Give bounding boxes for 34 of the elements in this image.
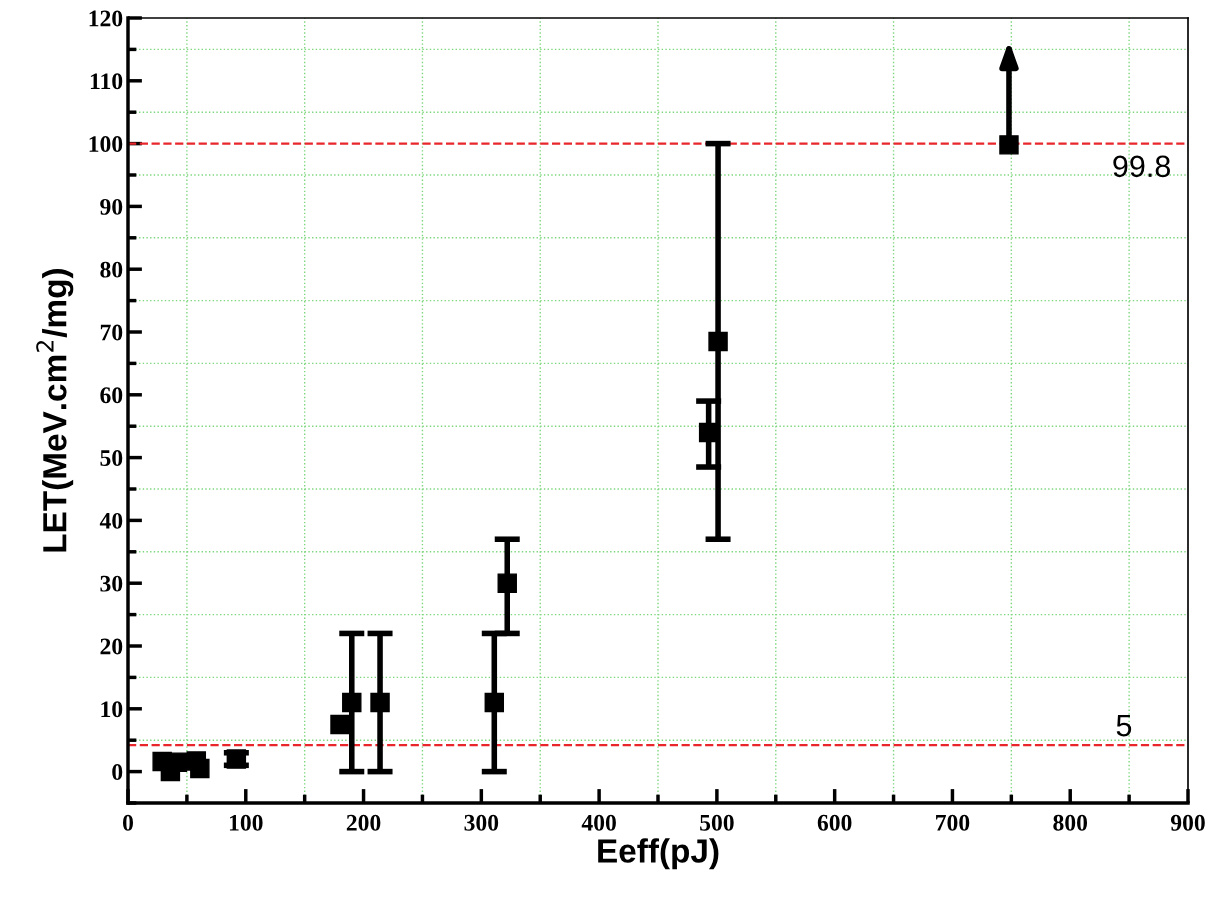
x-tick-label: 200 (346, 814, 381, 831)
y-tick-label: 60 (100, 387, 123, 404)
x-tick-label: 600 (817, 814, 852, 831)
x-tick-label: 700 (936, 814, 970, 831)
x-axis-title: Eeff(pJ) (598, 838, 719, 870)
point (342, 692, 362, 713)
y-axis-title: LET(MeV.cm$^{2}$/mg) (36, 269, 74, 552)
x-tick-label: 300 (464, 814, 499, 831)
point (484, 692, 505, 713)
y-tick-label: 70 (100, 324, 123, 341)
x-tick-label: 400 (581, 814, 616, 831)
x-tick-label: 100 (229, 814, 263, 831)
point (698, 422, 719, 443)
y-tick-label: 10 (101, 701, 123, 718)
y-tick-label: 50 (100, 450, 123, 467)
point (708, 331, 728, 352)
point (370, 692, 390, 713)
point (497, 573, 517, 593)
y-tick-label: 90 (100, 198, 123, 215)
y-tick-label: 40 (99, 512, 123, 529)
y-tick-label: 20 (100, 638, 123, 655)
y-tick-label: 110 (90, 73, 123, 90)
annotation: 5 (1116, 715, 1132, 737)
y-tick-label: 100 (89, 136, 123, 153)
annotation: 99.8 (1113, 155, 1171, 178)
y-tick-label: 0 (112, 764, 123, 781)
x-tick-label: 800 (1053, 814, 1088, 831)
point (330, 714, 350, 735)
x-tick-label: 500 (700, 814, 734, 831)
point (190, 758, 210, 779)
y-tick-label: 80 (100, 261, 123, 278)
x-tick-label: 900 (1170, 814, 1205, 831)
y-tick-label: 30 (100, 575, 123, 592)
y-tick-label: 120 (89, 10, 123, 27)
